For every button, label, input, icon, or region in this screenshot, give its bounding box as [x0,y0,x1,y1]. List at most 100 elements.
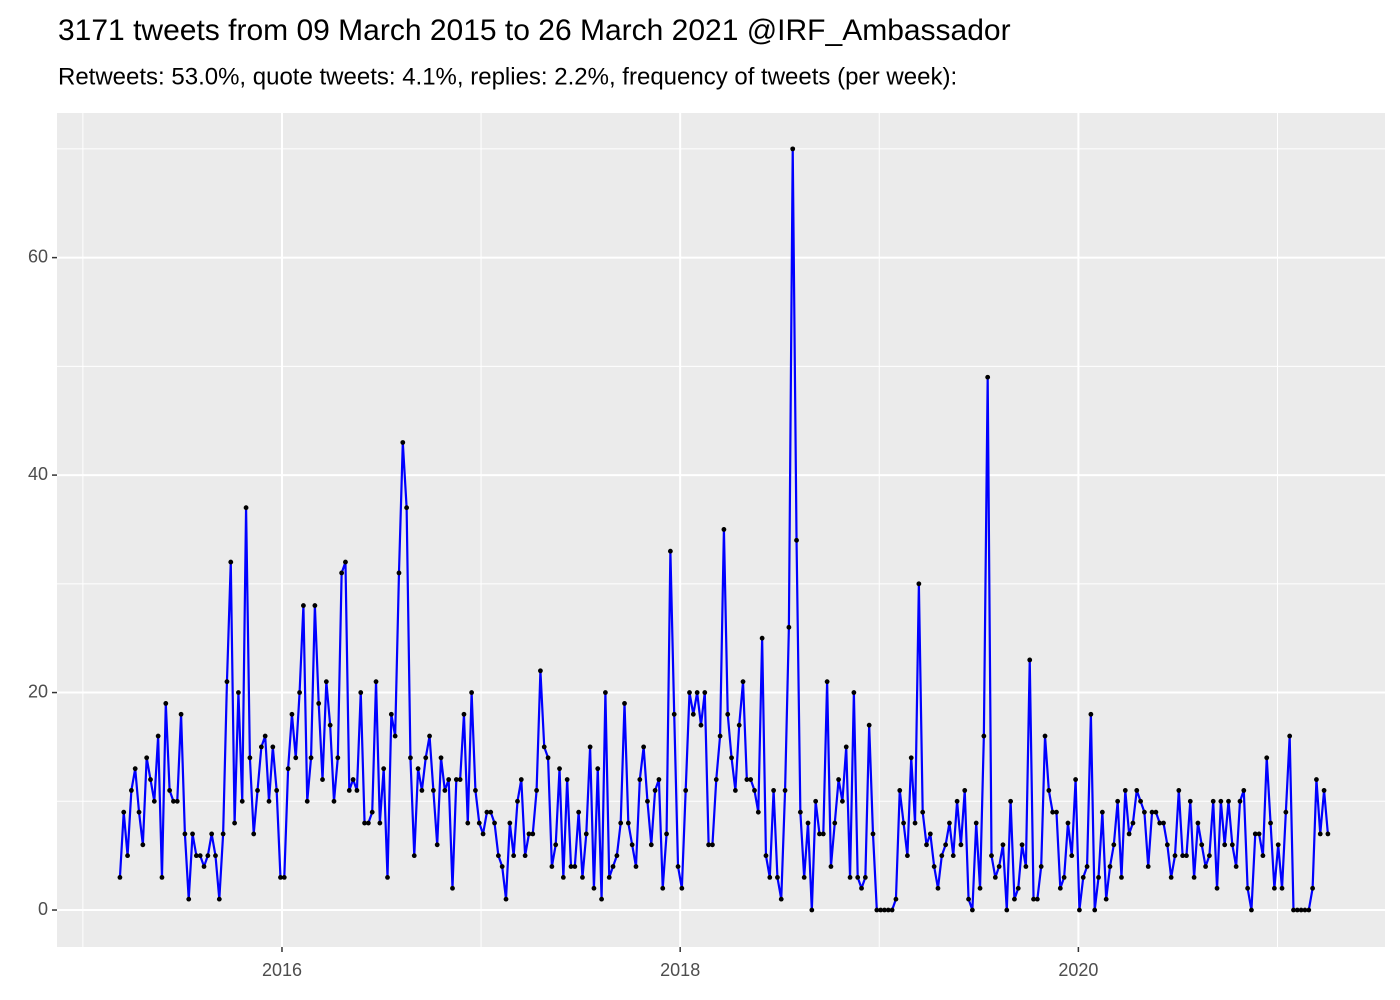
data-point [331,798,337,804]
data-point [224,679,230,685]
data-point [461,711,467,717]
data-point [763,853,769,859]
data-point [1172,853,1178,859]
data-point [1184,853,1189,859]
data-point [193,853,199,859]
data-point [1126,831,1132,837]
data-point [1027,657,1033,663]
data-point [182,831,188,837]
data-point [323,679,329,685]
data-point [232,820,237,826]
data-point [916,581,922,587]
data-point [1019,842,1025,848]
data-point [614,853,620,859]
data-point [1168,875,1174,880]
data-point [920,809,926,815]
data-point [1241,788,1247,793]
data-point [981,733,987,739]
data-point [278,875,283,880]
data-point [1294,907,1300,913]
data-point [656,777,662,782]
data-point [522,853,528,859]
data-point [1069,853,1075,859]
data-point [1317,831,1323,837]
y-tick-label: 60 [28,246,48,266]
data-point [908,755,914,761]
data-point [159,875,165,880]
data-point [251,831,257,837]
data-point [1042,733,1048,739]
data-point [258,744,264,750]
data-point [343,559,348,565]
data-point [1031,896,1036,902]
data-point [174,798,180,804]
data-point [958,842,964,848]
data-point [1050,809,1056,815]
data-point [797,809,803,815]
data-point [163,701,169,706]
data-point [977,885,983,891]
data-point [541,744,547,750]
data-point [167,788,173,793]
data-point [767,875,773,880]
data-point [595,766,601,772]
data-point [1218,798,1224,804]
data-point [645,798,650,804]
data-point [1130,820,1136,826]
data-point [1138,798,1143,804]
data-point [190,831,195,837]
data-point [564,777,570,782]
data-point [931,864,937,869]
data-point [847,875,853,880]
x-tick-label: 2020 [1058,960,1098,980]
data-point [943,842,949,848]
data-point [702,690,708,695]
data-point [989,853,994,859]
data-point [1012,896,1017,902]
data-point [744,777,750,782]
data-point [1306,907,1312,913]
data-point [400,440,406,445]
data-point [1206,853,1212,859]
data-point [297,690,302,695]
data-point [430,788,436,793]
data-point [652,788,658,793]
data-point [304,798,310,804]
data-point [243,505,249,511]
data-point [580,875,585,880]
data-point [423,755,429,761]
data-point [392,733,398,739]
data-point [316,701,322,706]
data-point [1264,755,1270,761]
data-point [1080,875,1086,880]
data-point [1176,788,1182,793]
data-point [526,831,532,837]
data-point [591,885,597,891]
data-point [1008,798,1014,804]
data-point [687,690,692,695]
data-point [817,831,822,837]
data-point [1164,842,1170,848]
data-point [717,733,723,739]
data-point [213,853,218,859]
data-point [450,885,455,891]
data-point [732,788,738,793]
data-point [660,885,666,891]
data-point [901,820,906,826]
data-point [396,570,402,576]
data-point [603,690,608,695]
data-point [320,777,325,782]
data-point [1226,798,1231,804]
data-point [1180,853,1186,859]
data-point [373,679,379,685]
data-point [924,842,929,848]
data-point [671,711,677,717]
data-point [549,864,555,869]
data-point [480,831,486,837]
data-point [144,755,150,761]
data-point [606,875,612,880]
data-point [1256,831,1262,837]
data-point [148,777,153,782]
y-tick-label: 40 [28,464,48,484]
data-point [790,146,796,152]
